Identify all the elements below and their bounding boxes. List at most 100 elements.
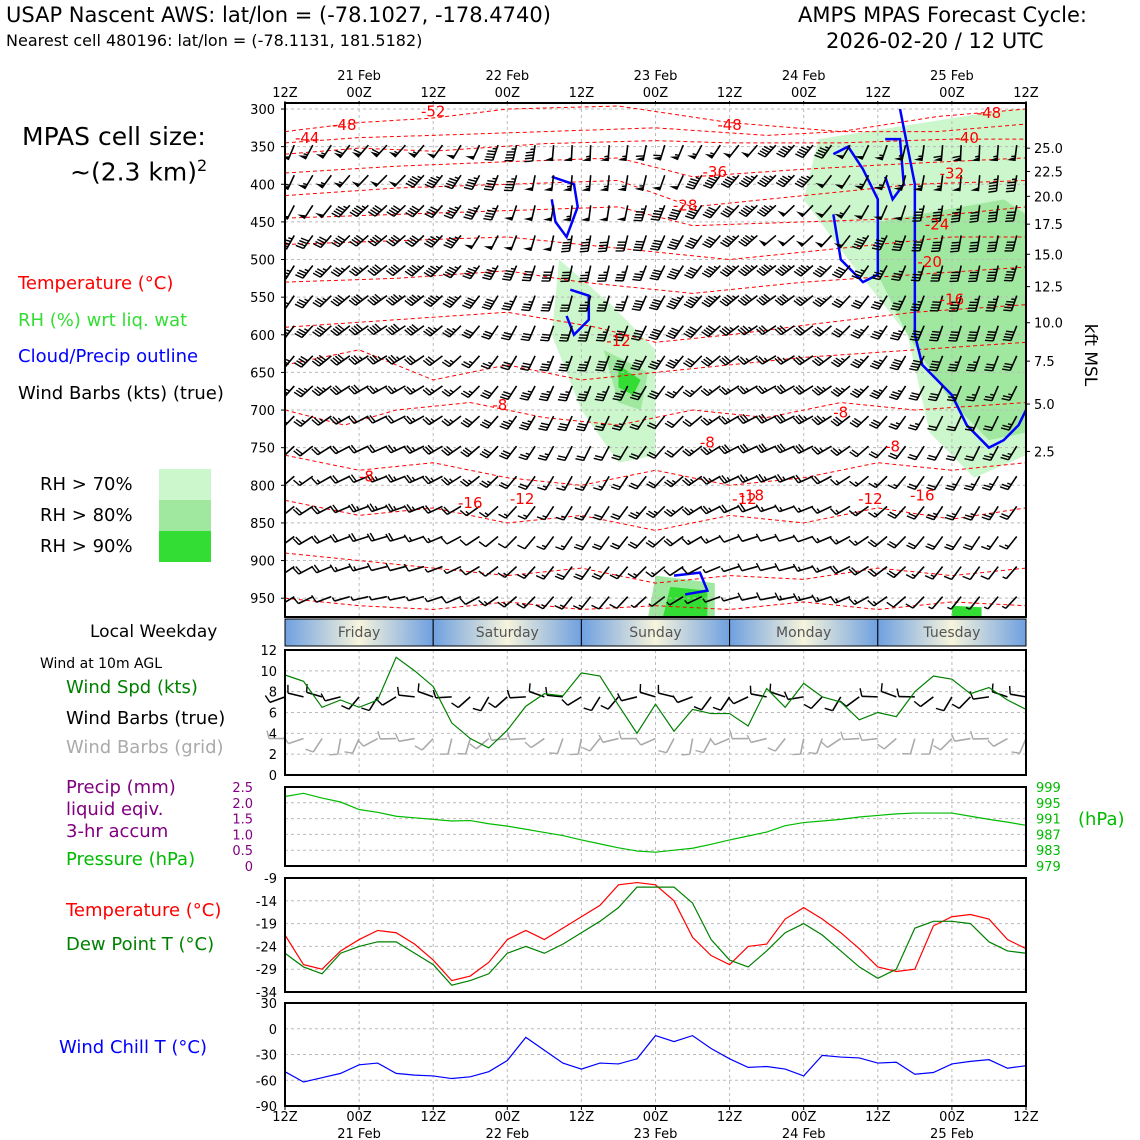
wind-barb-tick	[635, 738, 642, 746]
wind-barb-tick	[348, 358, 356, 365]
temp-y-tick-label: -24	[256, 940, 277, 955]
wind-barb-tick	[1003, 365, 1012, 369]
wind-barb-tick	[298, 358, 307, 364]
wind-barb-tick	[648, 306, 658, 311]
wind-barb-tick	[285, 301, 289, 305]
wind-barb	[905, 566, 925, 580]
dewpoint-label: Dew Point T (°C)	[66, 934, 215, 955]
wind-barb-tick	[443, 418, 452, 425]
wind-barb-tick	[819, 147, 828, 152]
wind-panel-frame	[284, 649, 1027, 776]
wind-barb-staff	[1010, 693, 1027, 698]
wind-barb-flag	[893, 216, 902, 221]
wind-barb-tick	[653, 269, 662, 273]
wind-barb-tick	[311, 389, 319, 397]
wind-barb	[893, 175, 907, 191]
cross-section-layer: -52-48 -48-48-44 -40-36 -32-28-24-20-16-12-…	[285, 103, 1026, 617]
wind-barb	[683, 325, 703, 339]
wind-barb-tick	[427, 356, 435, 363]
wind-barb-half	[393, 505, 397, 511]
wind-barb	[617, 175, 629, 192]
wind-barb-tick	[353, 295, 361, 303]
wind-barb	[929, 325, 944, 342]
wind-barb-tick	[667, 332, 676, 337]
pressure-tick-label: 350	[250, 141, 275, 156]
wind-barb	[558, 355, 573, 372]
wind-barb-tick	[795, 356, 803, 364]
wind-barb	[630, 596, 647, 609]
wind-barb-tick	[537, 457, 547, 461]
rh-90-swatch	[159, 531, 211, 562]
wind-barb-tick	[648, 510, 656, 517]
wind-barb-tick	[682, 420, 690, 427]
wind-barb	[718, 534, 740, 543]
wind-barb	[695, 738, 712, 754]
wind-barb-half	[816, 508, 821, 513]
wind-barb-tick	[982, 487, 991, 491]
wind-barb-tick	[353, 266, 362, 273]
wind-barb-tick	[459, 597, 467, 605]
wind-barb-tick	[593, 487, 602, 491]
temperature-contour	[285, 105, 1026, 133]
wind-barb	[561, 696, 582, 706]
wind-barb-tick	[499, 396, 509, 401]
wind-barb-staff	[969, 596, 981, 610]
wind-barb-tick	[1001, 454, 1011, 458]
wind-barb-tick	[629, 396, 639, 401]
wind-barb	[874, 144, 888, 161]
wind-barb-tick	[629, 541, 638, 547]
wind-barb-tick	[404, 299, 412, 307]
wind-barb-staff	[465, 595, 480, 606]
wind-barb-tick	[682, 479, 690, 486]
wind-barb	[981, 505, 999, 521]
wind-barb-tick	[888, 425, 897, 430]
wind-barb-tick	[285, 331, 289, 335]
wind-barb-flag	[388, 181, 398, 187]
wind-barb-tick	[311, 536, 318, 544]
wind-barb	[405, 204, 425, 218]
wind-barb	[737, 264, 758, 277]
wind-barb-tick	[867, 541, 876, 548]
wind-barb	[755, 504, 777, 513]
wind-barb	[632, 235, 647, 252]
wind-barb-tick	[833, 300, 842, 306]
wind-barb-tick	[501, 364, 511, 368]
wind-barb-tick	[616, 330, 626, 333]
wind-barb-tick	[372, 207, 380, 213]
wind-barb-tick	[542, 333, 551, 336]
wind-barb	[829, 565, 851, 575]
wind-barb-tick	[739, 356, 747, 364]
wind-barb-half	[424, 597, 428, 603]
wind-barb	[681, 565, 703, 575]
wind-barb-tick	[909, 338, 919, 342]
wind-barb-tick	[742, 266, 751, 273]
wind-barb	[480, 355, 499, 370]
wind-barb-tick	[684, 389, 693, 396]
wind-barb-tick	[686, 212, 695, 217]
wind-barb-staff	[940, 145, 944, 162]
wind-barb-tick	[298, 387, 306, 394]
wind-barb-half	[648, 603, 653, 607]
wind-barb-tick	[867, 570, 875, 577]
wind-barb-tick	[292, 567, 300, 575]
wind-barb-tick	[970, 211, 979, 214]
wind-barb-tick	[313, 417, 322, 424]
wind-barb-tick	[632, 305, 642, 309]
wind-barb-half	[897, 389, 903, 393]
wind-barb	[704, 144, 722, 159]
wind-barb	[580, 205, 592, 222]
wind-barb-tick	[627, 543, 636, 549]
wind-barb-tick	[774, 445, 781, 454]
wind-barb-flag	[580, 217, 590, 222]
wind-barb-half	[763, 387, 768, 392]
wind-barb	[987, 737, 1008, 748]
wind-barb-tick	[763, 293, 771, 301]
wind-barb-tick	[737, 299, 746, 306]
wind-barb-staff	[705, 595, 721, 603]
wind-barb-half	[467, 479, 473, 484]
wind-barb-tick	[392, 293, 401, 301]
wind-barb-tick	[634, 302, 643, 306]
wind-barb-half	[465, 510, 470, 515]
wind-barb	[287, 684, 304, 698]
wind-barb-tick	[647, 424, 656, 430]
